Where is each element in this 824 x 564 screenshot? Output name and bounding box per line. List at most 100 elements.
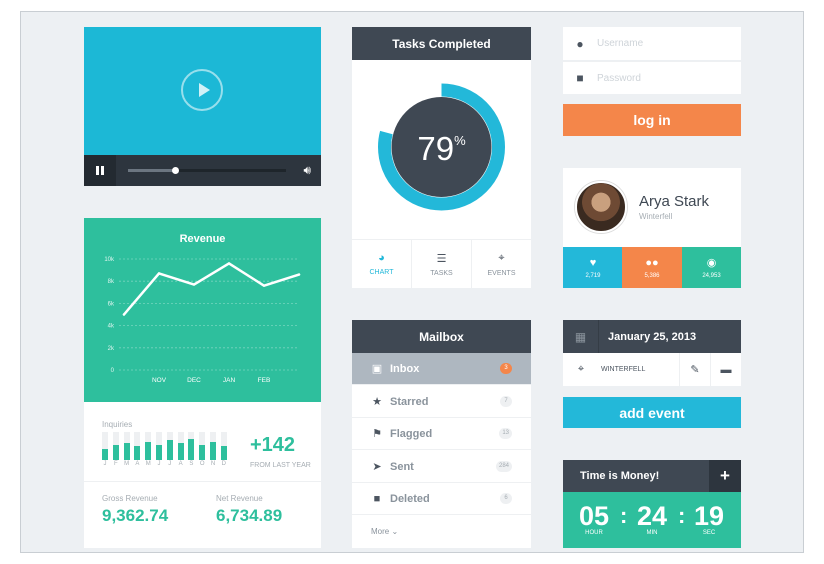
pause-icon[interactable] (84, 155, 116, 186)
inquiry-bar-bg (177, 432, 184, 460)
followers-stat[interactable]: ●● 5,386 (622, 247, 682, 288)
password-input[interactable] (597, 72, 727, 84)
mailbox-item-deleted[interactable]: ■ Deleted 6 (352, 483, 531, 515)
inquiry-month-label: M (145, 461, 151, 467)
mailbox-count-badge: 3 (500, 363, 512, 374)
username-input[interactable] (597, 38, 727, 49)
mailbox-card: Mailbox ▣ Inbox 3 ★ Starred 7 ⚑ Flagged … (352, 320, 531, 548)
inquiry-bar (220, 446, 227, 460)
y-tick-label: 0 (111, 368, 115, 374)
inquiry-bar-bg (112, 432, 119, 460)
x-tick-label: FEB (258, 377, 271, 384)
inquiries-bar-chart (102, 432, 232, 460)
add-event-button[interactable]: add event (563, 397, 741, 428)
eye-icon: ◉ (706, 257, 717, 269)
star-icon: ★ (372, 396, 382, 408)
likes-stat[interactable]: ♥ 2,719 (563, 247, 623, 288)
tab-events[interactable]: ⌖ EVENTS (472, 240, 531, 288)
inquiry-bar-bg (134, 432, 141, 460)
volume-icon[interactable]: 🔊︎ (303, 163, 311, 177)
inquiry-bar-bg (166, 432, 173, 460)
event-card: ▦ January 25, 2013 ⌖ WINTERFELL ✎ ▬ (563, 320, 741, 386)
inquiry-bar-bg (102, 432, 108, 460)
inquiry-bar-bg (188, 432, 195, 460)
tab-events-label: EVENTS (487, 269, 516, 277)
y-tick-label: 6k (108, 301, 115, 307)
net-revenue-label: Net Revenue (216, 494, 263, 503)
tab-tasks[interactable]: ☰ TASKS (412, 240, 472, 288)
revenue-data-point (297, 273, 301, 276)
inquiry-month-label: S (189, 461, 194, 467)
trash-icon: ■ (373, 492, 381, 505)
pie-chart-icon: ◕ (378, 252, 385, 264)
inquiry-bar (199, 444, 206, 460)
y-tick-label: 8k (108, 279, 115, 285)
user-icon: ● (576, 36, 584, 51)
inquiries-delta-sub: FROM LAST YEAR (250, 462, 311, 469)
video-player: 🔊︎ (84, 27, 321, 186)
inquiry-bar (177, 443, 184, 460)
y-tick-label: 10k (104, 257, 115, 263)
inquiry-month-label: A (135, 461, 140, 467)
mailbox-item-starred[interactable]: ★ Starred 7 (352, 386, 531, 418)
inbox-icon: ▣ (371, 363, 383, 375)
event-location-row: ⌖ WINTERFELL ✎ ▬ (563, 353, 741, 386)
timer-sec-label: SEC (702, 530, 716, 536)
lock-icon: ■ (576, 71, 584, 85)
revenue-chart: Revenue 10k 8k 6k 4k 2k 0 NOV DEC JAN FEB (84, 218, 321, 402)
tasks-card: Tasks Completed 79% ◕ CHART ☰ TASKS ⌖ EV… (352, 27, 531, 288)
event-header: ▦ January 25, 2013 (563, 320, 741, 353)
mailbox-item-inbox[interactable]: ▣ Inbox 3 (352, 353, 531, 385)
video-progress-fill (128, 169, 176, 172)
inquiries-delta: +142 (250, 434, 296, 456)
mailbox-more-link[interactable]: More ⌄ (371, 527, 399, 536)
timer-seconds: 19 (693, 501, 725, 531)
tab-chart[interactable]: ◕ CHART (352, 240, 412, 288)
tasks-percent-number: 79 (417, 130, 455, 167)
revenue-card: Revenue 10k 8k 6k 4k 2k 0 NOV DEC JAN FEB Inquiri… (84, 218, 321, 548)
mailbox-item-label: Inbox (390, 362, 420, 375)
followers-count: 5,386 (644, 272, 660, 279)
mailbox-item-sent[interactable]: ➤ Sent 284 (352, 451, 531, 483)
profile-location: Winterfell (639, 212, 673, 221)
tab-tasks-label: TASKS (430, 269, 453, 277)
login-button[interactable]: log in (563, 104, 741, 136)
mailbox-item-label: Flagged (390, 427, 433, 440)
inquiry-month-label: N (210, 461, 216, 467)
comment-icon[interactable]: ▬ (710, 353, 741, 386)
plus-icon[interactable]: + (709, 460, 741, 492)
tasks-tabs: ◕ CHART ☰ TASKS ⌖ EVENTS (352, 239, 531, 288)
mailbox-count-badge: 7 (500, 396, 512, 407)
timer-separator: : (678, 503, 686, 528)
inquiry-bar (145, 441, 152, 460)
inquiry-bar (188, 439, 195, 460)
mailbox-item-label: Deleted (390, 492, 430, 505)
revenue-title: Revenue (179, 233, 226, 245)
map-pin-icon: ⌖ (577, 363, 585, 375)
mailbox-count-badge: 6 (500, 493, 512, 504)
inquiry-month-label: D (221, 461, 226, 467)
views-stat[interactable]: ◉ 24,953 (682, 247, 741, 288)
mailbox-item-flagged[interactable]: ⚑ Flagged 13 (352, 418, 531, 450)
video-controls: 🔊︎ (84, 155, 321, 186)
revenue-data-point (262, 284, 266, 287)
x-tick-label: JAN (223, 377, 236, 384)
inquiry-bar-bg (210, 432, 216, 460)
inquiry-bar (134, 446, 141, 460)
tasks-donut (378, 83, 505, 211)
play-icon[interactable] (181, 69, 223, 111)
flag-icon: ⚑ (372, 428, 382, 440)
inquiry-bar (156, 444, 162, 460)
inquiry-month-label: J (168, 461, 172, 467)
mailbox-item-label: Sent (390, 460, 414, 473)
mailbox-item-label: Starred (390, 395, 429, 408)
video-scrubber-handle[interactable] (172, 167, 180, 174)
event-location: WINTERFELL (601, 366, 646, 373)
edit-icon[interactable]: ✎ (679, 353, 710, 386)
gross-revenue-label: Gross Revenue (102, 494, 158, 503)
tasks-donut-center (391, 97, 492, 197)
tasks-percent: 79% (352, 130, 531, 168)
video-progress-track[interactable] (128, 167, 286, 174)
inquiry-bar-bg (123, 432, 130, 460)
inquiry-bar (123, 443, 130, 460)
